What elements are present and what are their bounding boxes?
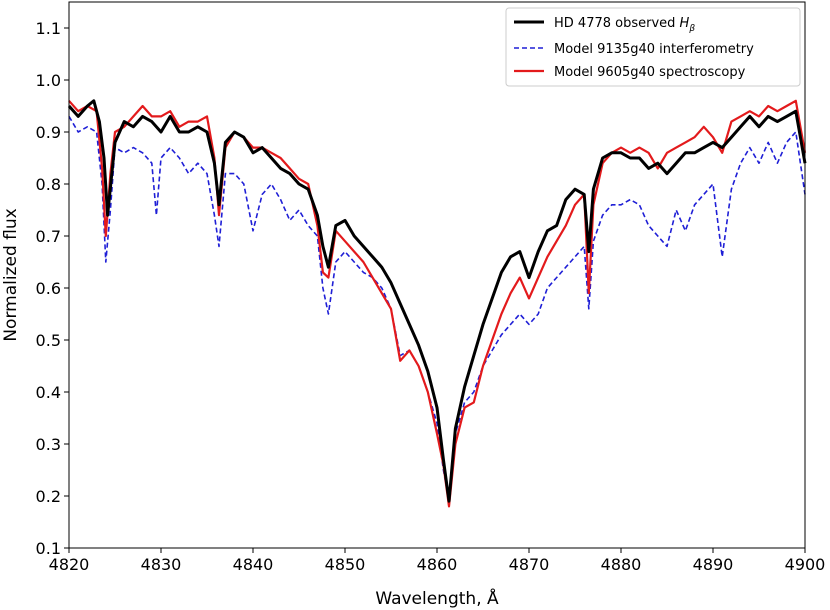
- y-tick-label: 0.3: [36, 435, 61, 454]
- series-line-spectroscopy: [68, 99, 807, 508]
- legend-observed-text: HD 4778 observed: [554, 16, 680, 31]
- y-tick-label: 0.9: [36, 123, 61, 142]
- x-axis: 4820 4830 4840 4850 4860 4870 4880 4890 4900: [49, 548, 826, 574]
- y-axis: 0.1 0.2 0.3 0.4 0.5 0.6 0.7 0.8 0.9 1.0 1.1: [36, 19, 69, 558]
- y-tick-label: 0.6: [36, 279, 61, 298]
- x-tick-label: 4880: [601, 555, 642, 574]
- x-tick-label: 4860: [417, 555, 458, 574]
- x-tick-label: 4820: [49, 555, 90, 574]
- y-tick-label: 0.4: [36, 383, 61, 402]
- x-axis-label: Wavelength, Å: [375, 587, 499, 609]
- y-tick-label: 0.1: [36, 539, 61, 558]
- series-layer: [67, 99, 807, 508]
- series-line-observed: [67, 99, 807, 503]
- x-tick-label: 4830: [141, 555, 182, 574]
- y-axis-label: Normalized flux: [1, 208, 21, 341]
- x-tick-label: 4900: [785, 555, 826, 574]
- y-tick-label: 0.2: [36, 487, 61, 506]
- legend-observed-symbol: H: [680, 16, 690, 31]
- legend-observed-subscript: β: [688, 24, 695, 34]
- y-tick-label: 1.0: [36, 71, 61, 90]
- x-tick-label: 4870: [509, 555, 550, 574]
- y-tick-label: 0.7: [36, 227, 61, 246]
- y-tick-label: 0.8: [36, 175, 61, 194]
- legend-entry-observed: HD 4778 observed Hβ: [554, 16, 695, 34]
- legend-entry-spectroscopy: Model 9605g40 spectroscopy: [554, 65, 746, 80]
- x-tick-label: 4890: [693, 555, 734, 574]
- x-tick-label: 4840: [233, 555, 274, 574]
- y-tick-label: 0.5: [36, 331, 61, 350]
- legend-box: [505, 7, 801, 87]
- legend: HD 4778 observed Hβ Model 9135g40 interf…: [505, 7, 801, 87]
- x-tick-label: 4850: [325, 555, 366, 574]
- y-tick-label: 1.1: [36, 19, 61, 38]
- legend-entry-interferometry: Model 9135g40 interferometry: [554, 42, 754, 57]
